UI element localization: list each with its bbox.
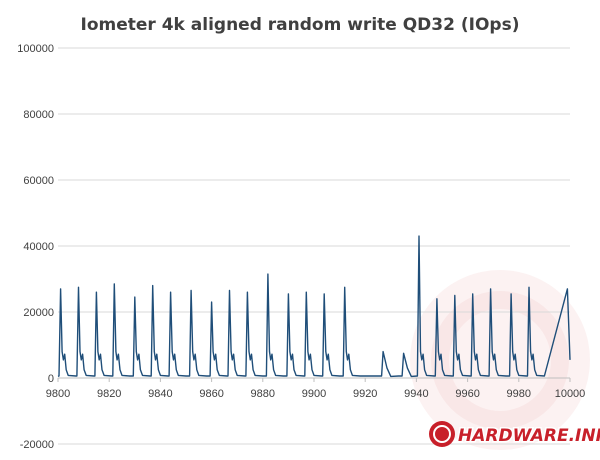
x-tick-label: 9860	[199, 388, 223, 400]
x-tick-label: 9820	[97, 388, 121, 400]
y-tick-label: 0	[48, 373, 54, 385]
hardware-info-logo-ring	[433, 425, 451, 443]
y-tick-label: 100000	[17, 43, 54, 55]
y-tick-label: 40000	[23, 241, 54, 253]
x-tick-label: 9800	[46, 388, 70, 400]
chart-title: Iometer 4k aligned random write QD32 (IO…	[81, 15, 520, 35]
x-tick-label: 9880	[251, 388, 275, 400]
x-tick-label: 9900	[302, 388, 326, 400]
y-tick-label: 60000	[23, 175, 54, 187]
watermark-text: HARDWARE.INFO	[458, 426, 600, 446]
grid-layer	[58, 47, 570, 445]
x-tick-label: 9840	[148, 388, 172, 400]
x-tick-label: 9940	[404, 388, 428, 400]
series-layer	[57, 235, 571, 378]
y-tick-label: 80000	[23, 109, 54, 121]
x-tick-label: 9920	[353, 388, 377, 400]
hardware-info-logo-icon	[429, 421, 455, 447]
x-tick-label: 9980	[507, 388, 531, 400]
y-tick-label: -20000	[20, 439, 54, 451]
watermark-logo: HARDWARE.INFO	[429, 421, 600, 448]
x-tick-label: 9960	[455, 388, 479, 400]
axis-layer: -20000 0 20000 40000 60000 80000 100000 9800 982…	[17, 43, 585, 451]
y-tick-label: 20000	[23, 307, 54, 319]
x-tick-label: 10000	[555, 388, 586, 400]
series-line	[57, 235, 571, 378]
